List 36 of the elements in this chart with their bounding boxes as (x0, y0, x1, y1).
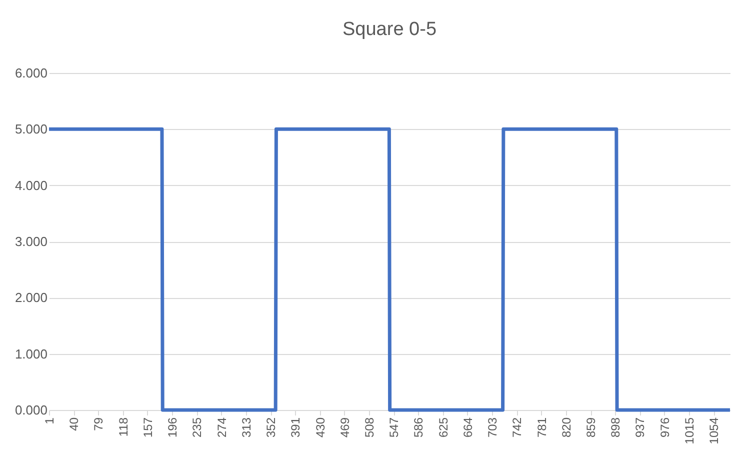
x-tick-label: 352 (264, 417, 278, 438)
x-tick-label: 742 (510, 417, 524, 438)
chart-title: Square 0-5 (342, 19, 437, 40)
x-tick-label: 235 (190, 417, 204, 438)
x-tick-label: 430 (313, 417, 328, 438)
x-tick-label: 79 (92, 417, 106, 431)
y-tick-label: 1.000 (14, 346, 48, 362)
x-tick-label: 118 (116, 417, 130, 437)
y-tick-label: 6.000 (14, 66, 48, 80)
x-tick-label: 976 (658, 417, 672, 438)
x-tick-label: 625 (436, 417, 450, 438)
y-tick-label: 2.000 (14, 290, 48, 306)
x-tick-label: 469 (338, 417, 352, 438)
y-tick-label: 3.000 (14, 234, 48, 249)
x-tick-label: 508 (362, 417, 376, 438)
y-tick-label: 0.000 (14, 402, 48, 418)
x-tick-label: 937 (633, 417, 648, 438)
x-tick-label: 781 (534, 417, 549, 438)
x-tick-label: 157 (140, 417, 155, 438)
x-tick-label: 1015 (682, 417, 696, 444)
x-tick-label: 313 (239, 417, 254, 438)
x-tick-label: 898 (608, 417, 623, 438)
x-tick-label: 859 (584, 417, 598, 438)
x-tick-label: 40 (67, 417, 82, 431)
x-tick-label: 274 (214, 417, 229, 438)
x-tick-label: 547 (387, 417, 402, 438)
x-tick-label: 820 (559, 417, 574, 438)
x-tick-label: 703 (486, 417, 500, 438)
x-tick-label: 1 (42, 417, 56, 424)
x-tick-label: 196 (166, 417, 180, 438)
x-tick-label: 391 (288, 417, 303, 438)
x-tick-label: 664 (460, 417, 475, 438)
y-tick-label: 4.000 (14, 178, 48, 193)
y-tick-label: 5.000 (14, 122, 48, 137)
x-tick-label: 586 (412, 417, 426, 438)
x-tick-label: 1054 (707, 417, 722, 444)
